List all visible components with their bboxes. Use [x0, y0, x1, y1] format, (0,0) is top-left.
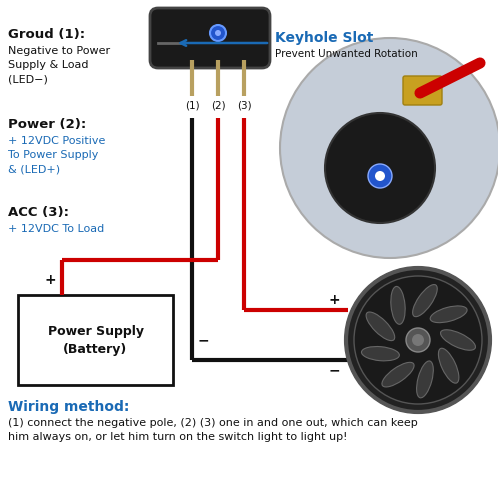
Circle shape: [412, 334, 424, 346]
Circle shape: [354, 276, 482, 404]
Text: Wiring method:: Wiring method:: [8, 400, 129, 414]
Text: (3): (3): [237, 100, 251, 110]
Text: ACC (3):: ACC (3):: [8, 206, 69, 219]
Text: +: +: [44, 273, 56, 287]
Text: (1): (1): [185, 100, 199, 110]
Ellipse shape: [441, 330, 476, 350]
Circle shape: [368, 164, 392, 188]
Text: Negative to Power
Supply & Load
(LED−): Negative to Power Supply & Load (LED−): [8, 46, 110, 84]
Ellipse shape: [366, 312, 395, 341]
Ellipse shape: [362, 347, 399, 361]
Text: Groud (1):: Groud (1):: [8, 28, 85, 41]
Circle shape: [280, 38, 498, 258]
Ellipse shape: [430, 306, 467, 323]
Text: −: −: [198, 333, 210, 347]
Ellipse shape: [417, 361, 433, 398]
Text: (1) connect the negative pole, (2) (3) one in and one out, which can keep
him al: (1) connect the negative pole, (2) (3) o…: [8, 418, 418, 442]
Circle shape: [215, 30, 221, 36]
Text: −: −: [328, 363, 340, 377]
Circle shape: [375, 171, 385, 181]
Text: Power Supply: Power Supply: [47, 326, 143, 338]
Text: Keyhole Slot: Keyhole Slot: [275, 31, 374, 45]
Ellipse shape: [438, 348, 459, 383]
Circle shape: [406, 328, 430, 352]
Text: Power (2):: Power (2):: [8, 118, 86, 131]
FancyBboxPatch shape: [150, 8, 270, 68]
Text: Prevent Unwanted Rotation: Prevent Unwanted Rotation: [275, 49, 418, 59]
Ellipse shape: [382, 363, 414, 387]
Text: + 12VDC To Load: + 12VDC To Load: [8, 224, 104, 234]
Circle shape: [210, 25, 226, 41]
Circle shape: [346, 268, 490, 412]
Circle shape: [325, 113, 435, 223]
Ellipse shape: [391, 287, 405, 324]
FancyBboxPatch shape: [18, 295, 173, 385]
Ellipse shape: [413, 285, 437, 317]
FancyBboxPatch shape: [403, 76, 442, 105]
Text: +: +: [328, 293, 340, 307]
Text: (2): (2): [211, 100, 225, 110]
Text: (Battery): (Battery): [63, 344, 127, 357]
Text: + 12VDC Positive
To Power Supply
& (LED+): + 12VDC Positive To Power Supply & (LED+…: [8, 136, 106, 174]
